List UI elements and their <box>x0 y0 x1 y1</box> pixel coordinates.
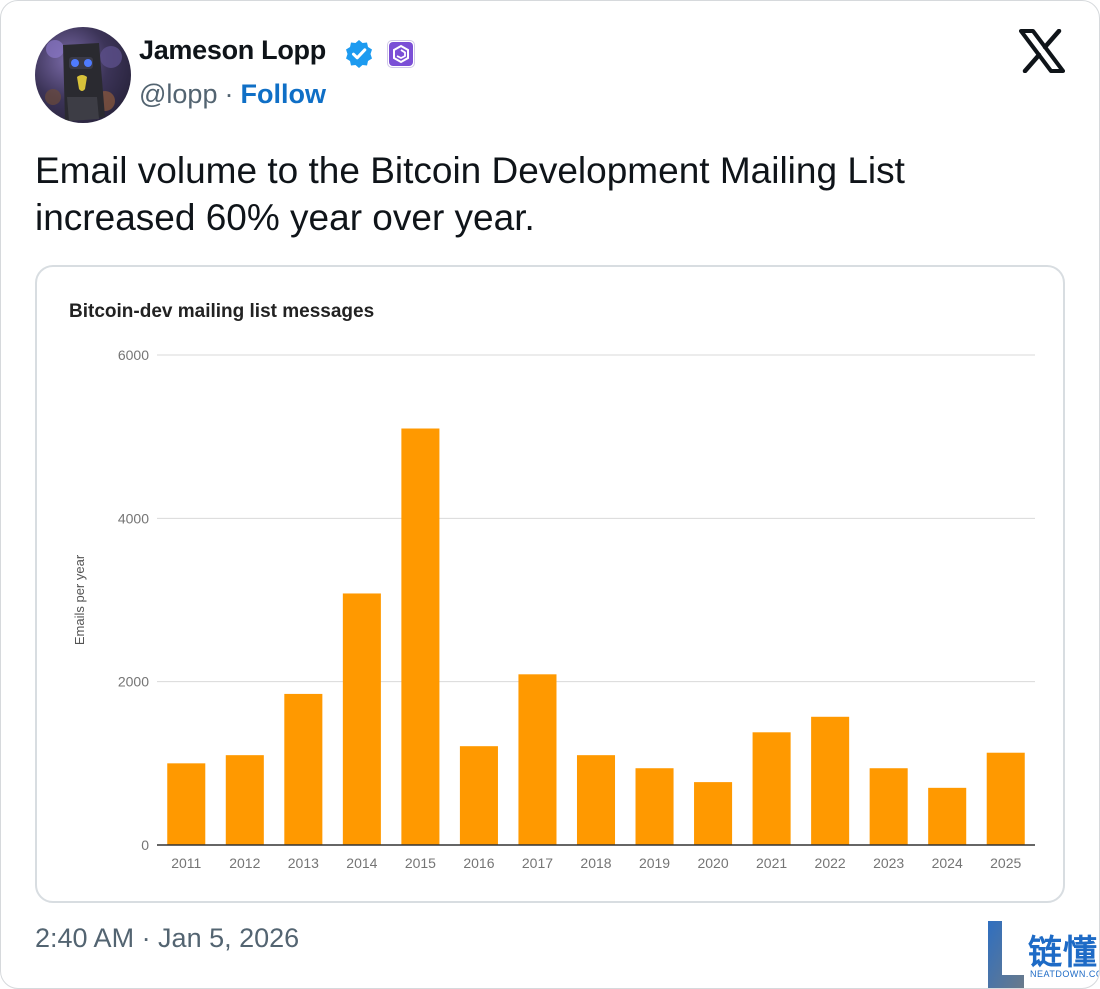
x-tick-label: 2012 <box>229 855 260 871</box>
bar-2015 <box>401 428 440 845</box>
x-tick-label: 2025 <box>990 855 1021 871</box>
x-tick-label: 2015 <box>405 855 436 871</box>
x-tick-label: 2019 <box>639 855 670 871</box>
bar-2013 <box>284 693 323 845</box>
bar-chart: 0 2000 4000 6000 2011 2012 2013 2014 2015 2016 201… <box>72 347 1035 871</box>
bar-2014 <box>342 593 381 845</box>
avatar-image <box>45 40 122 121</box>
watermark-subtext: NEATDOWN.COM <box>1030 969 1099 979</box>
chart-image[interactable]: Bitcoin-dev mailing list messages 0 2000 4… <box>35 265 1065 903</box>
x-tick-label: 2020 <box>697 855 728 871</box>
handle[interactable]: @lopp <box>139 79 218 109</box>
bar-2016 <box>459 746 498 845</box>
bar-2018 <box>576 755 616 845</box>
watermark: 链懂 NEATDOWN.COM <box>986 917 1099 988</box>
x-tick-label: 2023 <box>873 855 904 871</box>
x-tick-label: 2014 <box>346 855 377 871</box>
bar-2020 <box>694 782 733 845</box>
bar-2012 <box>225 755 264 845</box>
x-tick-label: 2018 <box>580 855 611 871</box>
watermark-logo-icon <box>988 921 1024 988</box>
follow-button[interactable]: Follow <box>240 79 326 109</box>
y-tick-label: 2000 <box>118 674 149 690</box>
bar-2024 <box>928 787 967 845</box>
avatar[interactable] <box>35 27 131 123</box>
handle-line: @lopp · Follow <box>139 79 326 110</box>
bar-2017 <box>518 674 557 845</box>
tweet-text-line: Email volume to the Bitcoin Development … <box>35 150 905 191</box>
timestamp[interactable]: 2:40 AM · Jan 5, 2026 <box>35 923 300 953</box>
tweet-text-line: increased 60% year over year. <box>35 197 535 238</box>
y-tick-label: 0 <box>141 837 149 853</box>
bar-2011 <box>167 763 206 845</box>
x-tick-label: 2013 <box>288 855 319 871</box>
y-tick-label: 6000 <box>118 347 149 363</box>
affiliation-badge-icon[interactable] <box>387 40 415 68</box>
x-logo-icon[interactable] <box>1019 29 1065 73</box>
chart-title: Bitcoin-dev mailing list messages <box>69 301 375 322</box>
x-tick-label: 2011 <box>171 855 201 871</box>
bar-2025 <box>986 752 1025 845</box>
tweet-text: Email volume to the Bitcoin Development … <box>35 147 1035 241</box>
x-tick-label: 2017 <box>522 855 553 871</box>
bar-2021 <box>752 732 791 845</box>
y-axis-label: Emails per year <box>72 554 87 645</box>
x-tick-label: 2021 <box>756 855 787 871</box>
bar-2022 <box>811 716 850 845</box>
y-tick-label: 4000 <box>118 510 149 526</box>
x-tick-label: 2022 <box>815 855 846 871</box>
x-tick-label: 2016 <box>463 855 494 871</box>
display-name[interactable]: Jameson Lopp <box>139 35 326 65</box>
bar-2019 <box>635 768 674 845</box>
bar-2023 <box>869 768 908 845</box>
x-tick-label: 2024 <box>932 855 963 871</box>
watermark-text: 链懂 <box>1028 933 1098 973</box>
handle-separator: · <box>224 79 234 109</box>
verified-badge-icon <box>346 40 372 68</box>
